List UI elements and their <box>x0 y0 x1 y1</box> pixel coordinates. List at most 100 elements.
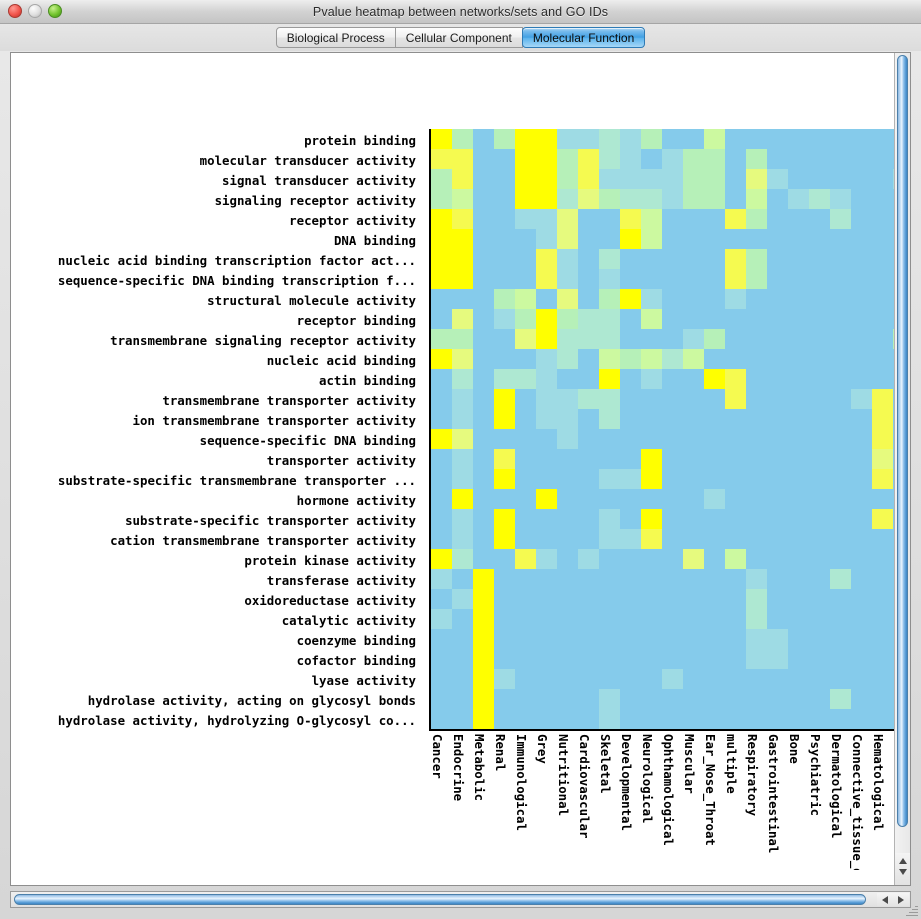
heatmap-cell[interactable] <box>620 189 641 209</box>
heatmap-cell[interactable] <box>578 409 599 429</box>
heatmap-cell[interactable] <box>620 549 641 569</box>
heatmap-cell[interactable] <box>452 169 473 189</box>
heatmap-cell[interactable] <box>830 449 851 469</box>
heatmap-cell[interactable] <box>683 509 704 529</box>
heatmap-cell[interactable] <box>746 269 767 289</box>
heatmap-cell[interactable] <box>746 529 767 549</box>
resize-grip[interactable] <box>905 904 919 918</box>
heatmap-cell[interactable] <box>599 229 620 249</box>
heatmap-cell[interactable] <box>704 229 725 249</box>
heatmap-cell[interactable] <box>746 629 767 649</box>
heatmap-cell[interactable] <box>452 469 473 489</box>
heatmap-cell[interactable] <box>683 309 704 329</box>
heatmap-cell[interactable] <box>704 129 725 149</box>
heatmap-cell[interactable] <box>599 409 620 429</box>
heatmap-cell[interactable] <box>473 569 494 589</box>
heatmap-cell[interactable] <box>830 709 851 729</box>
heatmap-cell[interactable] <box>746 349 767 369</box>
heatmap-cell[interactable] <box>473 329 494 349</box>
heatmap-cell[interactable] <box>536 629 557 649</box>
heatmap-cell[interactable] <box>851 649 872 669</box>
heatmap-cell[interactable] <box>851 469 872 489</box>
heatmap-cell[interactable] <box>515 349 536 369</box>
heatmap-cell[interactable] <box>599 649 620 669</box>
heatmap-cell[interactable] <box>431 149 452 169</box>
heatmap-cell[interactable] <box>452 249 473 269</box>
heatmap-cell[interactable] <box>620 289 641 309</box>
heatmap-cell[interactable] <box>704 349 725 369</box>
tab-cellular-component[interactable]: Cellular Component <box>395 27 523 48</box>
heatmap-cell[interactable] <box>788 309 809 329</box>
heatmap-cell[interactable] <box>809 269 830 289</box>
heatmap-cell[interactable] <box>515 369 536 389</box>
heatmap-cell[interactable] <box>599 689 620 709</box>
heatmap-cell[interactable] <box>830 469 851 489</box>
heatmap-cell[interactable] <box>830 429 851 449</box>
heatmap-cell[interactable] <box>788 709 809 729</box>
heatmap-cell[interactable] <box>473 249 494 269</box>
heatmap-cell[interactable] <box>578 349 599 369</box>
heatmap-cell[interactable] <box>431 329 452 349</box>
heatmap-cell[interactable] <box>872 329 893 349</box>
heatmap-cell[interactable] <box>683 249 704 269</box>
heatmap-cell[interactable] <box>788 649 809 669</box>
heatmap-cell[interactable] <box>557 389 578 409</box>
heatmap-cell[interactable] <box>515 709 536 729</box>
heatmap-cell[interactable] <box>494 349 515 369</box>
heatmap-cell[interactable] <box>599 429 620 449</box>
heatmap-cell[interactable] <box>683 429 704 449</box>
heatmap-cell[interactable] <box>494 529 515 549</box>
heatmap-cell[interactable] <box>536 589 557 609</box>
heatmap-cell[interactable] <box>746 489 767 509</box>
heatmap-cell[interactable] <box>536 509 557 529</box>
heatmap-cell[interactable] <box>452 129 473 149</box>
heatmap-cell[interactable] <box>494 649 515 669</box>
heatmap-cell[interactable] <box>641 669 662 689</box>
heatmap-cell[interactable] <box>683 669 704 689</box>
heatmap-cell[interactable] <box>515 149 536 169</box>
heatmap-cell[interactable] <box>515 249 536 269</box>
heatmap-cell[interactable] <box>851 709 872 729</box>
horizontal-scrollbar-thumb[interactable] <box>14 894 866 905</box>
heatmap-cell[interactable] <box>809 369 830 389</box>
heatmap-cell[interactable] <box>662 189 683 209</box>
heatmap-cell[interactable] <box>515 609 536 629</box>
heatmap-cell[interactable] <box>515 669 536 689</box>
heatmap-cell[interactable] <box>830 509 851 529</box>
heatmap-cell[interactable] <box>536 569 557 589</box>
heatmap-cell[interactable] <box>851 669 872 689</box>
heatmap-cell[interactable] <box>704 649 725 669</box>
heatmap-cell[interactable] <box>788 289 809 309</box>
heatmap-cell[interactable] <box>809 549 830 569</box>
heatmap-cell[interactable] <box>746 509 767 529</box>
heatmap-cell[interactable] <box>557 329 578 349</box>
heatmap-cell[interactable] <box>830 609 851 629</box>
heatmap-cell[interactable] <box>809 649 830 669</box>
heatmap-cell[interactable] <box>557 549 578 569</box>
heatmap-cell[interactable] <box>872 189 893 209</box>
heatmap-cell[interactable] <box>494 709 515 729</box>
heatmap-cell[interactable] <box>662 589 683 609</box>
heatmap-cell[interactable] <box>431 669 452 689</box>
heatmap-cell[interactable] <box>620 389 641 409</box>
heatmap-cell[interactable] <box>515 589 536 609</box>
heatmap-cell[interactable] <box>767 529 788 549</box>
heatmap-cell[interactable] <box>452 569 473 589</box>
heatmap-cell[interactable] <box>536 449 557 469</box>
heatmap-cell[interactable] <box>830 349 851 369</box>
heatmap-cell[interactable] <box>578 249 599 269</box>
heatmap-cell[interactable] <box>599 349 620 369</box>
heatmap-cell[interactable] <box>704 289 725 309</box>
heatmap-cell[interactable] <box>809 589 830 609</box>
heatmap-cell[interactable] <box>599 209 620 229</box>
heatmap-cell[interactable] <box>536 249 557 269</box>
heatmap-cell[interactable] <box>473 609 494 629</box>
heatmap-cell[interactable] <box>515 209 536 229</box>
heatmap-cell[interactable] <box>767 169 788 189</box>
heatmap-cell[interactable] <box>704 469 725 489</box>
heatmap-cell[interactable] <box>788 509 809 529</box>
heatmap-cell[interactable] <box>725 529 746 549</box>
heatmap-cell[interactable] <box>725 409 746 429</box>
heatmap-cell[interactable] <box>767 249 788 269</box>
heatmap-cell[interactable] <box>746 649 767 669</box>
